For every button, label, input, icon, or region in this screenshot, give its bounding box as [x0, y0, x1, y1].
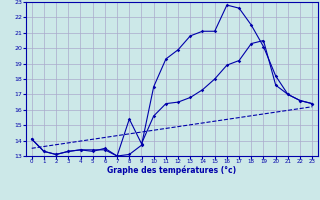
X-axis label: Graphe des températures (°c): Graphe des températures (°c): [108, 166, 236, 175]
